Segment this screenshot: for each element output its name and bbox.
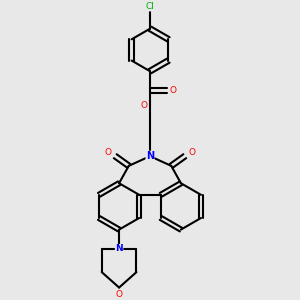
Text: Cl: Cl	[146, 2, 154, 11]
Text: O: O	[105, 148, 112, 157]
Text: N: N	[146, 151, 154, 161]
Text: O: O	[188, 148, 195, 157]
Text: O: O	[141, 101, 148, 110]
Text: O: O	[170, 86, 177, 95]
Text: O: O	[116, 290, 123, 299]
Text: N: N	[115, 244, 123, 253]
